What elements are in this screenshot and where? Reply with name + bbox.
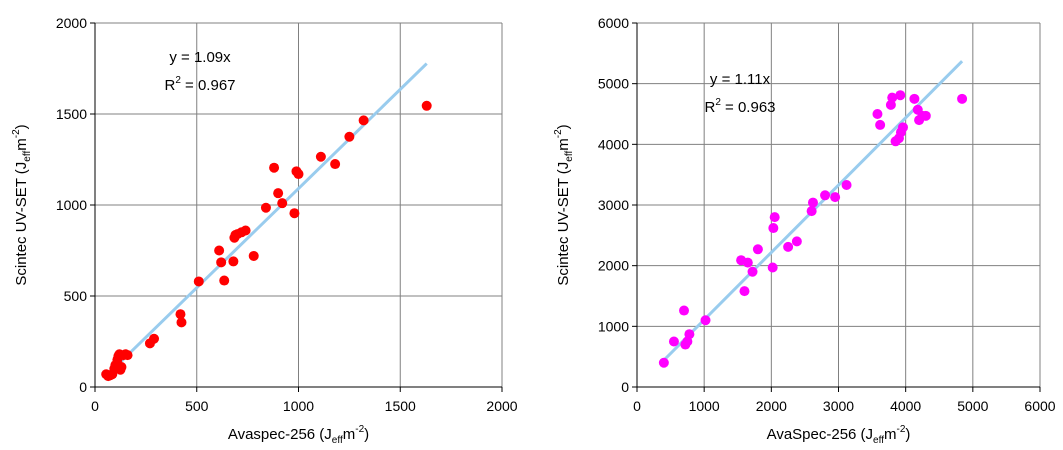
chart-1: 0 500 1000 1500 2000 0 500 1000 1500 2000 y = 1.09… xyxy=(11,15,518,446)
y-tick-label: 6000 xyxy=(598,15,629,31)
trend-line xyxy=(104,62,428,379)
y-tick-label: 2000 xyxy=(598,258,629,274)
x-axis-label: AvaSpec-256 (Jeffm-2) xyxy=(767,424,911,446)
data-point xyxy=(791,236,802,247)
data-point xyxy=(421,100,432,111)
data-point xyxy=(887,92,898,103)
data-point xyxy=(358,115,369,126)
data-point xyxy=(742,257,753,268)
data-point xyxy=(872,109,883,119)
x-tick-label: 2000 xyxy=(486,398,517,414)
x-tick-label: 1500 xyxy=(385,398,416,414)
data-point xyxy=(315,151,326,162)
data-point xyxy=(176,317,187,328)
data-point xyxy=(752,244,763,255)
data-point xyxy=(248,250,259,261)
data-point xyxy=(219,275,230,286)
data-point xyxy=(807,197,818,208)
data-point xyxy=(820,190,831,201)
x-axis-label: Avaspec-256 (Jeffm-2) xyxy=(228,424,369,446)
data-point xyxy=(679,305,690,316)
data-point xyxy=(875,119,886,130)
data-point xyxy=(116,361,127,372)
y-tick-label: 2000 xyxy=(56,15,87,31)
x-tick-label: 6000 xyxy=(1024,398,1055,414)
y-tick-label: 1500 xyxy=(56,106,87,122)
y-tick-label: 1000 xyxy=(56,197,87,213)
y-tick-label: 5000 xyxy=(598,76,629,92)
x-tick-label: 2000 xyxy=(756,398,787,414)
x-tick-label: 500 xyxy=(185,398,209,414)
y-tick-label: 4000 xyxy=(598,136,629,152)
x-tick-label: 1000 xyxy=(283,398,314,414)
data-point xyxy=(216,257,227,268)
data-point xyxy=(293,169,304,180)
data-point xyxy=(957,93,968,104)
data-point xyxy=(149,333,160,344)
data-point xyxy=(700,315,711,326)
chart-2: 0 1000 2000 3000 4000 5000 6000 0 1000 2000 3000 40… xyxy=(553,15,1056,446)
x-tick-label: 0 xyxy=(633,398,641,414)
data-point xyxy=(684,329,695,340)
data-point xyxy=(769,212,780,223)
regression-equation: y = 1.11x xyxy=(710,71,771,88)
data-point xyxy=(806,206,817,217)
data-point xyxy=(193,276,204,287)
x-tick-label: 1000 xyxy=(689,398,720,414)
data-point xyxy=(909,93,920,104)
y-axis-label: Scintec UV-SET (Jeffm-2) xyxy=(553,124,575,285)
data-point xyxy=(768,223,779,234)
y-tick-label: 3000 xyxy=(598,197,629,213)
data-point xyxy=(747,266,758,277)
data-point xyxy=(897,122,908,133)
y-tick-label: 500 xyxy=(64,288,88,304)
r-squared: R2 = 0.963 xyxy=(704,97,775,116)
data-point xyxy=(240,225,251,236)
data-point xyxy=(895,90,906,101)
data-point xyxy=(330,159,341,170)
data-point xyxy=(260,202,271,213)
r-squared: R2 = 0.967 xyxy=(164,75,235,94)
data-point xyxy=(658,357,669,368)
data-point xyxy=(175,309,186,320)
x-tick-label: 5000 xyxy=(957,398,988,414)
y-tick-label: 0 xyxy=(79,379,87,395)
x-tick-label: 4000 xyxy=(890,398,921,414)
data-point xyxy=(122,350,133,361)
data-point xyxy=(277,198,288,209)
data-point xyxy=(783,241,794,252)
regression-equation: y = 1.09x xyxy=(169,49,231,66)
data-point xyxy=(739,286,750,297)
data-point xyxy=(289,208,300,219)
y-tick-label: 1000 xyxy=(598,318,629,334)
y-axis-label: Scintec UV-SET (Jeffm-2) xyxy=(11,124,33,285)
data-point xyxy=(228,256,239,267)
data-point xyxy=(830,192,841,203)
x-tick-label: 3000 xyxy=(823,398,854,414)
data-point xyxy=(269,162,280,173)
data-point xyxy=(273,188,284,199)
data-point xyxy=(767,262,778,273)
y-tick-label: 0 xyxy=(621,379,629,395)
data-point xyxy=(214,245,225,256)
data-point xyxy=(841,179,852,190)
x-tick-label: 0 xyxy=(91,398,99,414)
data-point xyxy=(344,131,355,142)
data-point xyxy=(668,336,679,347)
data-point xyxy=(920,110,931,121)
